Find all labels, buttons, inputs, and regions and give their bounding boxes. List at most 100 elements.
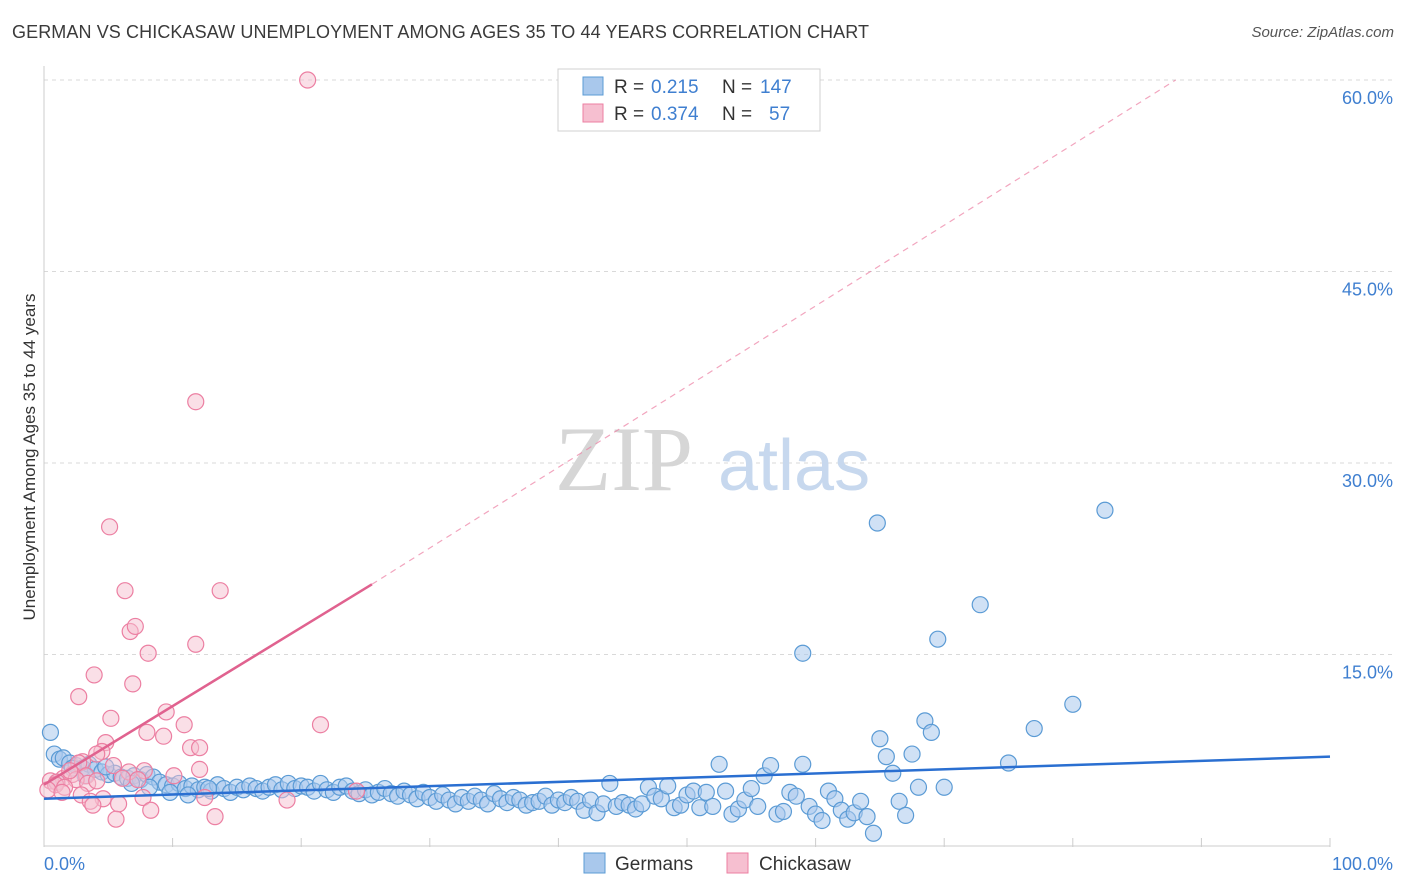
germans-point xyxy=(761,756,780,775)
germans-point xyxy=(903,745,921,763)
y-tick-labels: 15.0% 30.0% 45.0% 60.0% xyxy=(1342,88,1393,683)
chickasaw-point xyxy=(88,772,106,790)
chickasaw-point xyxy=(102,709,120,727)
germans-point xyxy=(868,514,886,532)
germans-point xyxy=(890,792,908,810)
chickasaw-point xyxy=(84,796,102,814)
legend-germans-label: Germans xyxy=(615,854,693,875)
germans-point xyxy=(601,774,619,793)
chickasaw-point xyxy=(299,71,317,89)
x-tick-label-start: 0.0% xyxy=(44,854,85,874)
chickasaw-point xyxy=(175,716,193,734)
legend-chickasaw-swatch xyxy=(726,852,749,874)
germans-point xyxy=(935,778,953,796)
series-legend: Germans Chickasaw xyxy=(583,852,851,875)
r-label-chickasaw: R = xyxy=(614,104,644,125)
germans-point xyxy=(877,748,895,766)
germans-point xyxy=(909,778,928,796)
chickasaw-point xyxy=(70,688,88,706)
germans-point xyxy=(884,764,902,782)
chickasaw-trend-line xyxy=(43,583,373,786)
germans-point xyxy=(161,783,179,801)
chickasaw-point xyxy=(85,666,103,684)
legend-chickasaw-label: Chickasaw xyxy=(759,854,851,875)
chickasaw-point xyxy=(109,795,128,813)
chickasaw-point xyxy=(211,582,229,600)
n-value-chickasaw: 57 xyxy=(769,104,790,125)
axes xyxy=(43,66,1331,847)
germans-points xyxy=(41,501,1114,842)
germans-point xyxy=(716,782,735,800)
germans-point xyxy=(710,755,728,773)
chickasaw-trend-extension xyxy=(371,79,1176,585)
germans-point xyxy=(41,723,60,741)
y-tick-label: 15.0% xyxy=(1342,663,1393,683)
watermark: ZIP atlas xyxy=(555,408,870,510)
germans-point xyxy=(749,797,767,816)
germans-point xyxy=(704,797,722,816)
trend-lines xyxy=(43,583,1331,801)
germans-point xyxy=(1096,501,1114,519)
chickasaw-point xyxy=(138,723,156,741)
chickasaw-point xyxy=(311,716,330,734)
chickasaw-point xyxy=(165,767,183,785)
watermark-zip: ZIP xyxy=(555,408,693,510)
chickasaw-point xyxy=(39,781,57,799)
germans-point xyxy=(971,596,989,614)
n-value-germans: 147 xyxy=(760,77,792,98)
watermark-atlas: atlas xyxy=(718,426,870,506)
chickasaw-point xyxy=(100,518,119,536)
source-label: Source: ZipAtlas.com xyxy=(1251,24,1394,41)
chickasaw-point xyxy=(154,727,173,745)
germans-point xyxy=(922,723,940,741)
x-tick-label-end: 100.0% xyxy=(1332,854,1393,874)
germans-point xyxy=(813,811,831,830)
x-tick-labels: 0.0% 100.0% xyxy=(44,854,1393,874)
germans-point xyxy=(742,779,760,798)
chickasaw-point xyxy=(134,788,152,807)
germans-point xyxy=(999,754,1018,772)
chickasaw-swatch xyxy=(582,103,604,123)
germans-point xyxy=(787,787,805,805)
chickasaw-point xyxy=(113,769,132,787)
germans-point xyxy=(794,755,812,773)
germans-trend-line xyxy=(43,755,1331,801)
trend-extension-layer xyxy=(371,79,1176,585)
germans-point xyxy=(633,795,651,813)
chickasaw-point xyxy=(126,617,144,636)
y-tick-label: 30.0% xyxy=(1342,471,1393,491)
chickasaw-point xyxy=(278,791,296,809)
chickasaw-point xyxy=(347,782,366,800)
stats-legend: R = 0.215 N = 147 R = 0.374 N = 57 xyxy=(557,68,821,132)
chickasaw-point xyxy=(104,756,123,775)
germans-point xyxy=(852,792,870,810)
chickasaw-point xyxy=(196,788,214,807)
chickasaw-point xyxy=(129,771,147,789)
chart-title: GERMAN VS CHICKASAW UNEMPLOYMENT AMONG A… xyxy=(12,22,870,42)
chickasaw-point xyxy=(206,808,224,826)
germans-point xyxy=(697,783,715,801)
germans-point xyxy=(794,644,812,662)
germans-point xyxy=(858,808,876,826)
n-label-germans: N = xyxy=(722,77,752,98)
legend-germans-swatch xyxy=(583,852,606,874)
chickasaw-point xyxy=(139,644,157,662)
r-label-germans: R = xyxy=(614,77,644,98)
grid xyxy=(44,79,1392,655)
germans-point xyxy=(659,777,677,795)
n-label-chickasaw: N = xyxy=(722,104,752,125)
germans-swatch xyxy=(582,76,604,96)
germans-point xyxy=(1064,695,1082,713)
germans-point xyxy=(864,824,883,842)
chickasaw-point xyxy=(191,739,209,757)
chickasaw-point xyxy=(107,810,125,828)
germans-point xyxy=(871,730,889,748)
chickasaw-point xyxy=(53,783,71,801)
y-axis-label: Unemployment Among Ages 35 to 44 years xyxy=(20,294,39,621)
chickasaw-point xyxy=(116,582,134,600)
chickasaw-point xyxy=(187,393,205,411)
chickasaw-point xyxy=(191,760,209,779)
chickasaw-point xyxy=(124,675,142,693)
y-tick-label: 60.0% xyxy=(1342,88,1393,108)
y-tick-label: 45.0% xyxy=(1342,280,1393,300)
